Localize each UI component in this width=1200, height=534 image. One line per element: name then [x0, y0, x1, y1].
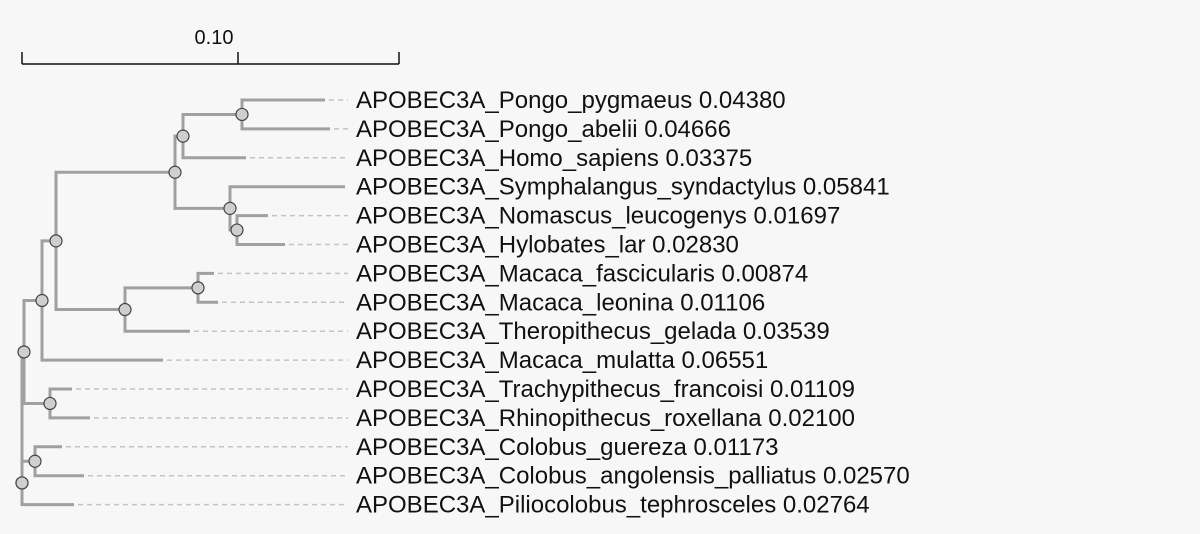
- leaf-guide-lines: [66, 99, 348, 506]
- node-n_cerco: [35, 293, 49, 308]
- branch-n_ape-n_gibbon: [173, 172, 230, 210]
- node-n_nom_hyl: [230, 223, 244, 237]
- leaf-label: APOBEC3A_Pongo_abelii 0.04666: [356, 116, 731, 143]
- leaf-label: APOBEC3A_Theropithecus_gelada 0.03539: [356, 318, 830, 345]
- node-n_gibbon: [223, 201, 237, 215]
- leaf-label: APOBEC3A_Hylobates_lar 0.02830: [356, 232, 739, 259]
- branch-n_nom_hyl-L5: [235, 230, 285, 246]
- leaf-label: APOBEC3A_Piliocolobus_tephrosceles 0.027…: [356, 492, 870, 519]
- branch-n_hominid-n_pongo: [181, 112, 242, 137]
- branch-n_gibbon-L3: [228, 185, 345, 209]
- branch-n_papio-n_maca2: [123, 286, 198, 310]
- node-n_ape: [168, 165, 182, 179]
- branch-n_catarr-n_ape: [54, 170, 175, 241]
- node-n_catarr: [49, 234, 63, 248]
- leaf-label: APOBEC3A_Colobus_angolensis_palliatus 0.…: [356, 463, 910, 490]
- scale-bar-label: 0.10: [195, 27, 234, 49]
- branch-n_cerco-L9: [40, 300, 163, 362]
- node-n_colob2: [28, 454, 42, 468]
- leaf-label: APOBEC3A_Macaca_leonina 0.01106: [356, 289, 765, 316]
- branch-n_papio-L8: [123, 309, 190, 333]
- leaf-label: APOBEC3A_Rhinopithecus_roxellana 0.02100: [356, 405, 855, 432]
- branch-n_colob2-L13: [33, 461, 84, 478]
- scale-bar: 0.10: [21, 27, 400, 65]
- branch-n_cerco-n_catarr: [40, 239, 56, 301]
- leaf-label: APOBEC3A_Nomascus_leucogenys 0.01697: [356, 203, 840, 230]
- branch-n_root-n_cerco: [22, 298, 42, 352]
- leaf-label: APOBEC3A_Macaca_mulatta 0.06551: [356, 347, 768, 374]
- leaf-label: APOBEC3A_Symphalangus_syndactylus 0.0584…: [356, 174, 890, 201]
- branch-n_hominid-L2: [181, 136, 246, 160]
- leaf-label: APOBEC3A_Homo_sapiens 0.03375: [356, 145, 752, 172]
- leaf-label: APOBEC3A_Trachypithecus_francoisi 0.0110…: [356, 376, 855, 403]
- node-n_hominid: [176, 129, 190, 143]
- leaf-label: APOBEC3A_Pongo_pygmaeus 0.04380: [356, 87, 786, 114]
- node-n_maca2: [191, 281, 205, 295]
- branch-n_colob-L14: [20, 482, 74, 507]
- branch-n_pongo-L0: [240, 98, 325, 115]
- node-n_colob: [15, 476, 29, 490]
- node-n_pongo: [235, 107, 249, 122]
- node-n_root: [17, 345, 31, 359]
- internal-nodes: [15, 107, 249, 490]
- node-n_papio: [118, 302, 132, 317]
- branch-n_root-n_colob1: [22, 351, 50, 405]
- leaf-label: APOBEC3A_Macaca_fascicularis 0.00874: [356, 260, 808, 287]
- node-n_colob1: [43, 396, 57, 411]
- branch-n_catarr-n_papio: [54, 240, 125, 312]
- leaf-labels: APOBEC3A_Pongo_pygmaeus 0.04380APOBEC3A_…: [356, 87, 910, 519]
- branch-n_pongo-L1: [240, 114, 330, 131]
- leaf-label: APOBEC3A_Colobus_guereza 0.01173: [356, 434, 779, 461]
